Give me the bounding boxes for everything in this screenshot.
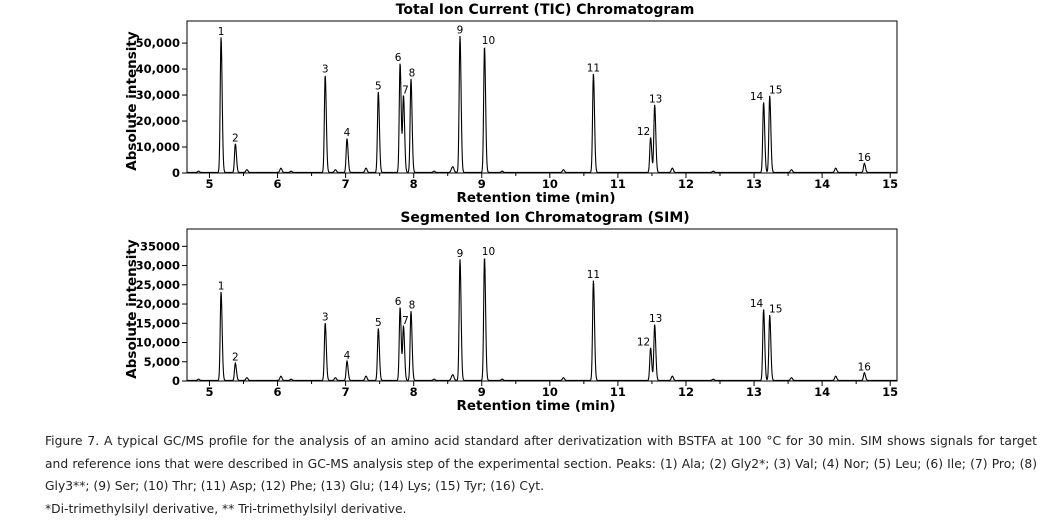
peak-label: 15: [769, 304, 782, 316]
figure-caption: Figure 7. A typical GC/MS profile for th…: [45, 430, 1037, 520]
y-axis-label: Absolute intensity: [124, 239, 140, 379]
peak-label: 8: [409, 67, 416, 79]
x-tick-label: 13: [746, 385, 762, 399]
x-tick-label: 8: [410, 177, 418, 191]
x-tick-label: 15: [882, 177, 898, 191]
peak-label: 11: [587, 269, 600, 281]
x-tick-label: 5: [205, 385, 213, 399]
peak-label: 14: [750, 298, 764, 310]
peak-label: 9: [457, 25, 464, 37]
x-tick-label: 11: [610, 385, 626, 399]
chromatogram-trace: [187, 36, 897, 173]
peak-label: 6: [395, 296, 402, 308]
y-tick-label: 15,000: [136, 316, 180, 330]
x-tick-label: 12: [678, 177, 694, 191]
peak-label: 7: [402, 315, 409, 327]
peak-label: 13: [649, 93, 662, 105]
peak-label: 2: [232, 352, 239, 364]
x-tick-label: 12: [678, 385, 694, 399]
peak-label: 9: [457, 248, 464, 260]
x-tick-label: 7: [342, 385, 350, 399]
sim-chart: Segmented Ion Chromatogram (SIM)5 6 7 8 9 10 1…: [124, 210, 898, 414]
x-tick-label: 9: [478, 177, 486, 191]
y-tick-label: 5,000: [144, 355, 180, 369]
y-tick-label: 0: [172, 166, 180, 180]
peak-label: 6: [395, 52, 402, 64]
peak-label: 7: [402, 84, 409, 96]
peak-label: 14: [750, 91, 764, 103]
peak-label: 1: [218, 280, 225, 292]
y-tick-label: 0: [172, 374, 180, 388]
peak-label: 15: [769, 84, 782, 96]
x-axis-label: Retention time (min): [456, 190, 615, 206]
y-tick-label: 25,000: [136, 278, 180, 292]
x-tick-label: 15: [882, 385, 898, 399]
y-tick-label: 50,000: [136, 36, 180, 50]
chart-title: Segmented Ion Chromatogram (SIM): [400, 210, 689, 226]
y-tick-label: 30,000: [136, 259, 180, 273]
caption-text: Figure 7. A typical GC/MS profile for th…: [45, 434, 1037, 493]
x-tick-label: 5: [205, 177, 213, 191]
y-tick-label: 10,000: [136, 140, 180, 154]
peak-label: 10: [482, 246, 495, 258]
x-tick-label: 14: [814, 385, 830, 399]
peak-label: 4: [344, 350, 351, 362]
x-tick-label: 9: [478, 385, 486, 399]
peak-label: 11: [587, 62, 600, 74]
y-tick-label: 10,000: [136, 336, 180, 350]
peak-label: 12: [637, 336, 650, 348]
y-tick-label: 35000: [140, 239, 180, 253]
peak-label: 10: [482, 35, 495, 47]
peak-label: 2: [232, 132, 239, 144]
x-tick-label: 14: [814, 177, 830, 191]
peak-label: 13: [649, 313, 662, 325]
chromatogram-trace: [187, 258, 897, 381]
x-tick-label: 10: [542, 177, 558, 191]
x-tick-label: 6: [274, 177, 282, 191]
peak-label: 16: [858, 152, 872, 164]
caption-footnote: *Di-trimethylsilyl derivative, ** Tri-tr…: [45, 501, 407, 516]
y-tick-label: 20,000: [136, 297, 180, 311]
x-axis-label: Retention time (min): [456, 398, 615, 414]
y-tick-label: 20,000: [136, 114, 180, 128]
peak-label: 12: [637, 126, 650, 138]
peak-label: 5: [375, 80, 382, 92]
y-tick-label: 40,000: [136, 62, 180, 76]
peak-label: 3: [322, 64, 329, 76]
plot-area: [186, 20, 898, 174]
chart-title: Total Ion Current (TIC) Chromatogram: [396, 2, 695, 18]
y-tick-label: 30,000: [136, 88, 180, 102]
x-tick-label: 11: [610, 177, 626, 191]
plot-area: [186, 228, 898, 382]
peak-label: 5: [375, 317, 382, 329]
x-tick-label: 8: [410, 385, 418, 399]
peak-label: 1: [218, 26, 225, 38]
x-tick-label: 6: [274, 385, 282, 399]
x-tick-label: 13: [746, 177, 762, 191]
peak-label: 3: [322, 311, 329, 323]
peak-label: 4: [344, 127, 351, 139]
peak-label: 16: [858, 361, 872, 373]
x-tick-label: 7: [342, 177, 350, 191]
peak-label: 8: [409, 300, 416, 312]
x-tick-label: 10: [542, 385, 558, 399]
y-axis-label: Absolute intensity: [124, 31, 140, 171]
